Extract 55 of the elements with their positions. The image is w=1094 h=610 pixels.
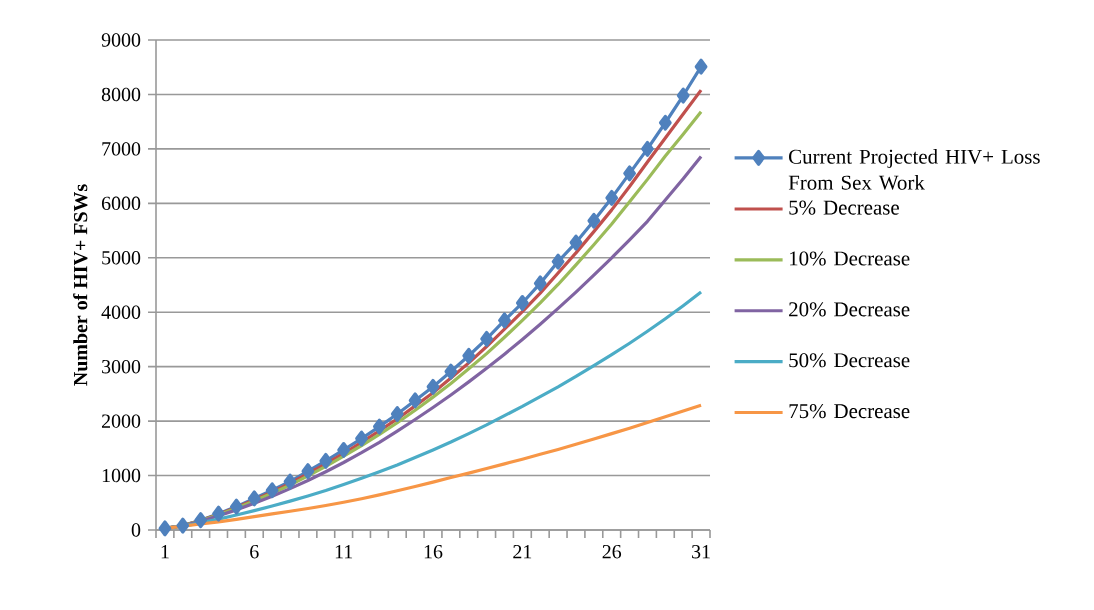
legend-label: 5% Decrease [789,200,899,215]
legend-label: 75% Decrease [789,404,910,419]
point [426,378,440,395]
point [462,347,476,364]
y-tick-label: 0 [131,523,141,537]
x-tick-label: 11 [335,545,353,559]
point [694,58,708,75]
legend-label: 10% Decrease [790,251,910,266]
point [176,517,190,534]
point [390,406,404,423]
point [158,520,172,537]
y-tick-label: 1000 [102,468,141,483]
point [212,505,225,522]
y-tick-label: 5000 [102,251,141,265]
point [498,312,511,329]
point [372,418,386,435]
point [337,441,351,458]
legend-label: 20% Decrease [789,302,910,317]
point [408,392,422,409]
point [658,114,672,131]
point [319,452,333,469]
point [551,253,565,270]
x-tick-label: 21 [513,545,532,559]
y-tick-label: 9000 [101,33,141,47]
y-tick-label: 4000 [101,305,141,319]
point [641,140,654,157]
x-tick-label: 31 [692,545,710,559]
y-tick-label: 8000 [101,87,141,102]
point [480,330,494,347]
point [301,463,315,480]
point [444,363,458,380]
point [247,490,261,507]
point [533,275,547,292]
x-tick-label: 26 [602,545,622,559]
y-tick-label: 7000 [102,142,141,156]
point [623,165,636,182]
legend-label: Current Projected HIV+ Loss From Sex Work [788,149,1040,190]
y-tick-label: 6000 [101,196,141,211]
x-tick-label: 1 [161,545,169,559]
point [605,189,619,206]
x-tick-label: 6 [250,545,259,559]
point [515,294,529,311]
point [587,212,601,229]
y-axis-title: Number of HIV+ FSWs [73,184,88,386]
point [569,234,583,251]
point [676,87,690,104]
x-tick-label: 16 [424,545,443,559]
y-tick-label: 3000 [102,359,141,374]
legend-label: 50% Decrease [789,353,910,368]
point [194,512,208,529]
point [355,430,368,447]
y-tick-label: 2000 [101,414,141,428]
point [265,482,279,499]
point [283,473,297,490]
point [230,498,243,515]
